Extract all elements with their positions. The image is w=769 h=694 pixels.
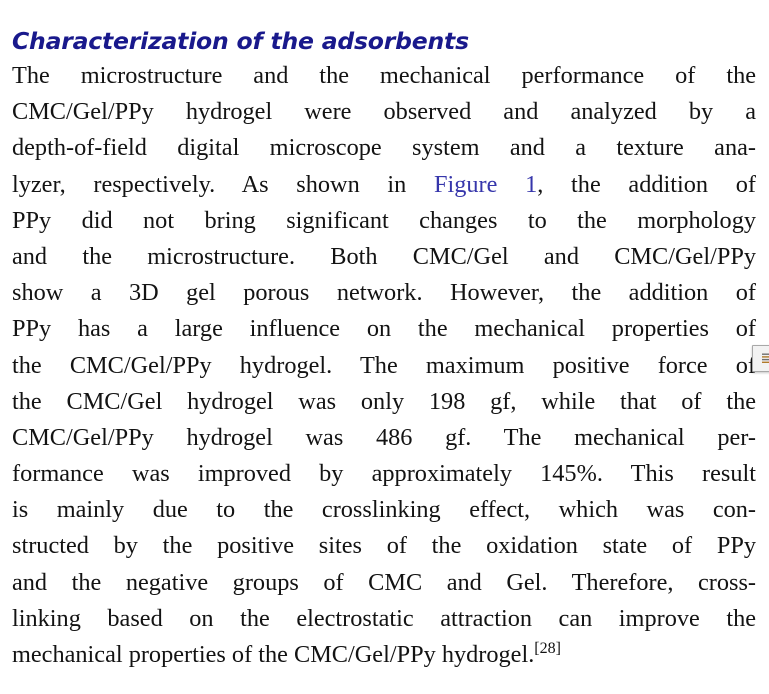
line-text: and the microstructure. Both CMC/Gel and…: [12, 242, 756, 270]
citation-reference-28[interactable]: [28]: [534, 639, 561, 657]
paragraph-line: PPy has a large influence on the mechani…: [12, 311, 756, 347]
line-text: the CMC/Gel hydrogel was only 198 gf, wh…: [12, 387, 756, 415]
line-text: CMC/Gel/PPy hydrogel were observed and a…: [12, 98, 756, 126]
paragraph-line: PPy did not bring significant changes to…: [12, 203, 756, 239]
line-text: linking based on the electrostatic attra…: [12, 604, 756, 632]
paragraph-line: depth-of-field digital microscope system…: [12, 130, 756, 166]
line-text: show a 3D gel porous network. However, t…: [12, 279, 756, 307]
line-text: and the negative groups of CMC and Gel. …: [12, 568, 756, 596]
paragraph-line: The microstructure and the mechanical pe…: [12, 58, 756, 94]
paragraph-line: is mainly due to the crosslinking effect…: [12, 492, 756, 528]
line-text: PPy has a large influence on the mechani…: [12, 315, 756, 343]
line-text: The microstructure and the mechanical pe…: [12, 62, 756, 89]
paragraph-line: structed by the positive sites of the ox…: [12, 528, 756, 564]
figure-1-link[interactable]: Figure 1: [434, 170, 538, 198]
body-paragraph: The microstructure and the mechanical pe…: [12, 58, 756, 673]
paragraph-line: the CMC/Gel hydrogel was only 198 gf, wh…: [12, 384, 756, 420]
line-text: is mainly due to the crosslinking effect…: [12, 496, 756, 524]
line-text-suffix: , the addition of: [537, 170, 756, 198]
paragraph-line: the CMC/Gel/PPy hydrogel. The maximum po…: [12, 348, 756, 384]
list-lines-icon[interactable]: [761, 352, 769, 365]
line-text: PPy did not bring significant changes to…: [12, 206, 756, 234]
paragraph-line: show a 3D gel porous network. However, t…: [12, 275, 756, 311]
line-text: depth-of-field digital microscope system…: [12, 134, 756, 162]
paragraph-line: and the negative groups of CMC and Gel. …: [12, 565, 756, 601]
line-text: structed by the positive sites of the ox…: [12, 532, 756, 560]
floating-action-popup[interactable]: [752, 345, 769, 372]
line-text-prefix: lyzer, respectively. As shown in: [12, 170, 434, 198]
paragraph-line: and the microstructure. Both CMC/Gel and…: [12, 239, 756, 275]
line-text: the CMC/Gel/PPy hydrogel. The maximum po…: [12, 351, 756, 379]
line-text: CMC/Gel/PPy hydrogel was 486 gf. The mec…: [12, 423, 756, 451]
paragraph-line: CMC/Gel/PPy hydrogel were observed and a…: [12, 94, 756, 130]
paragraph-line: formance was improved by approximately 1…: [12, 456, 756, 492]
line-text: formance was improved by approximately 1…: [12, 460, 756, 488]
section-heading: Characterization of the adsorbents: [12, 26, 469, 55]
line-text: mechanical properties of the CMC/Gel/PPy…: [12, 641, 535, 668]
paragraph-line: linking based on the electrostatic attra…: [12, 601, 756, 637]
paragraph-line: CMC/Gel/PPy hydrogel was 486 gf. The mec…: [12, 420, 756, 456]
paragraph-line-final: mechanical properties of the CMC/Gel/PPy…: [12, 637, 756, 673]
paragraph-line-with-figure-link: lyzer, respectively. As shown in Figure …: [12, 167, 756, 203]
